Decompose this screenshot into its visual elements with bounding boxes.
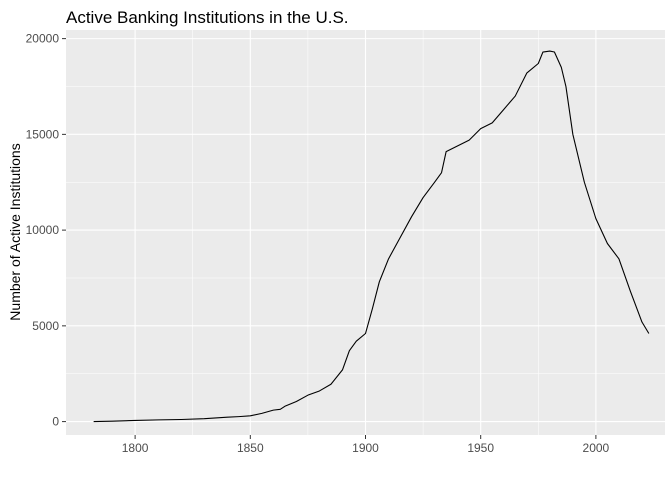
y-tick-label: 5000 [32, 319, 59, 333]
y-tick-label: 0 [52, 415, 59, 429]
x-tick-label: 1800 [122, 441, 149, 455]
x-tick-label: 1850 [237, 441, 264, 455]
x-tick-label: 1950 [467, 441, 494, 455]
y-axis-label: Number of Active Institutions [7, 143, 23, 320]
x-axis: 1800 1850 1900 1950 2000 [122, 435, 610, 455]
chart-title: Active Banking Institutions in the U.S. [66, 8, 349, 27]
y-tick-label: 20000 [26, 32, 60, 46]
series-line [93, 50, 650, 423]
y-axis: 0 5000 10000 15000 20000 [26, 32, 66, 429]
grid-major [66, 30, 665, 435]
x-tick-label: 2000 [583, 441, 610, 455]
y-tick-label: 10000 [26, 223, 60, 237]
x-tick-label: 1900 [352, 441, 379, 455]
y-tick-label: 15000 [26, 127, 60, 141]
